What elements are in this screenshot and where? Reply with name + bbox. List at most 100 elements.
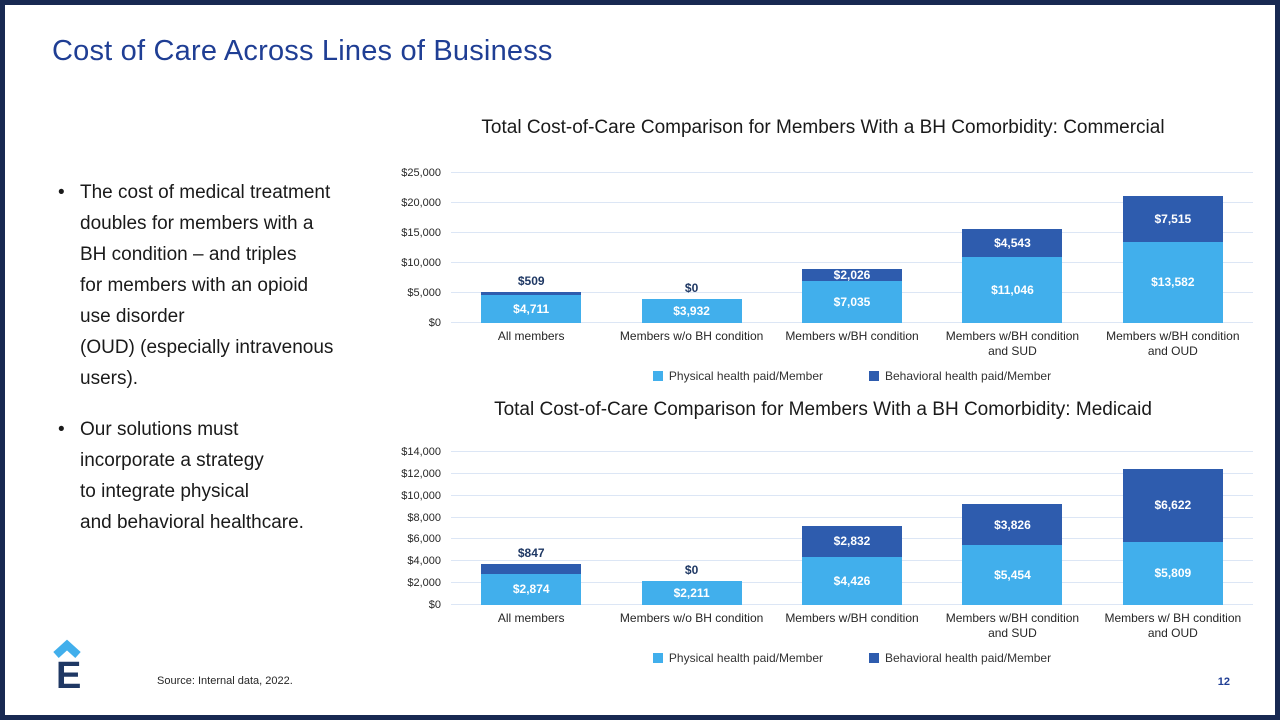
y-axis: $0 $2,000 $4,000 $6,000 $8,000 $10,000 $12,000… xyxy=(393,446,451,611)
x-axis-label: Members w/o BH condition xyxy=(619,329,764,343)
y-axis-tick-label: $10,000 xyxy=(401,489,441,502)
bar-slot: $509 $4,711 xyxy=(451,173,611,323)
bar-stack: $509 $4,711 xyxy=(481,274,582,323)
bar-slot: $7,515 $13,582 xyxy=(1093,173,1253,323)
bar-value-label: $4,711 xyxy=(513,301,550,316)
bar-value-label: $11,046 xyxy=(991,282,1034,297)
company-logo-icon: E xyxy=(53,639,81,691)
bar-slot: $2,832 $4,426 xyxy=(772,452,932,605)
gridline xyxy=(451,172,1253,173)
x-axis-label: All members xyxy=(497,611,565,625)
bar-slot: $2,026 $7,035 xyxy=(772,173,932,323)
bar-segment-physical: $4,426 xyxy=(802,556,903,605)
plot-area: $847 $2,874 $0 $2,211 $2,832 $4,426 $3,826 $5,4… xyxy=(451,451,1253,605)
x-axis-label: Members w/BH condition xyxy=(785,611,919,625)
bar-value-label: $509 xyxy=(517,273,545,288)
legend-swatch xyxy=(652,653,663,663)
bar-segment-physical: $2,874 xyxy=(481,573,582,605)
bar-segment-physical: $4,711 xyxy=(481,294,582,323)
chart-title: Total Cost-of-Care Comparison for Member… xyxy=(494,399,1152,420)
bar-segment-physical: $5,454 xyxy=(962,545,1063,605)
source-note: Source: Internal data, 2022. xyxy=(157,675,293,687)
gridline xyxy=(451,232,1253,233)
bar-stack: $0 $2,211 xyxy=(641,563,742,605)
legend-item: Behavioral health paid/Member xyxy=(868,651,1052,665)
bar-value-label: $847 xyxy=(517,546,545,561)
bar-value-label: $4,426 xyxy=(833,573,871,588)
bar-value-label: $5,454 xyxy=(994,568,1031,583)
bar-value-label: $2,026 xyxy=(833,267,871,282)
bar-value-label: $0 xyxy=(684,281,699,296)
gridline xyxy=(451,262,1253,263)
gridline xyxy=(451,472,1253,474)
y-axis-tick-label: $12,000 xyxy=(401,467,441,480)
chart-commercial: Total Cost-of-Care Comparison for Member… xyxy=(393,117,1253,383)
gridline xyxy=(451,202,1253,203)
bar-stack: $3,826 $5,454 xyxy=(962,503,1063,605)
bar-value-label: $2,874 xyxy=(512,582,550,597)
page-number: 12 xyxy=(1217,676,1230,688)
legend-swatch xyxy=(868,653,879,663)
bar-value-label: $0 xyxy=(684,562,699,577)
bar-segment-physical: $5,809 xyxy=(1122,541,1223,605)
x-axis: All members Members w/o BH condition Membe… xyxy=(451,329,1253,359)
bar-value-label: $13,582 xyxy=(1151,275,1195,290)
legend-item: Physical health paid/Member xyxy=(652,369,823,383)
plot-area: $509 $4,711 $0 $3,932 $2,026 $7,035 $4,543 $11,… xyxy=(451,172,1253,323)
bar-slot: $6,622 $5,809 xyxy=(1093,452,1253,605)
logo-letter: E xyxy=(56,655,81,691)
bar-segment-behavioral: $4,543 xyxy=(962,229,1063,257)
bars: $847 $2,874 $0 $2,211 $2,832 $4,426 $3,826 $5,4… xyxy=(451,452,1253,605)
x-axis-label: Members w/BH condition xyxy=(785,329,919,343)
y-axis-tick-label: $2,000 xyxy=(407,577,441,590)
chart-medicaid: Total Cost-of-Care Comparison for Member… xyxy=(393,399,1253,665)
legend-swatch xyxy=(652,371,663,381)
x-axis-label: All members xyxy=(497,329,565,343)
gridline xyxy=(451,494,1253,496)
page-title: Cost of Care Across Lines of Business xyxy=(52,35,553,67)
bar-slot: $0 $3,932 xyxy=(611,173,771,323)
bar-segment-behavioral: $7,515 xyxy=(1122,196,1223,242)
bar-segment-behavioral: $6,622 xyxy=(1122,469,1223,542)
legend-swatch xyxy=(868,371,879,381)
y-axis-tick-label: $15,000 xyxy=(401,227,441,239)
bar-stack: $2,026 $7,035 xyxy=(802,267,903,323)
gridline xyxy=(451,451,1253,452)
bar-segment-behavioral: $3,826 xyxy=(962,503,1063,546)
bars: $509 $4,711 $0 $3,932 $2,026 $7,035 $4,543 $11,… xyxy=(451,173,1253,323)
bar-segment-behavioral: $2,026 xyxy=(802,267,903,282)
y-axis-tick-label: $4,000 xyxy=(407,555,441,568)
bar-segment-behavioral: $2,832 xyxy=(802,525,903,557)
bar-segment-physical: $3,932 xyxy=(641,299,742,323)
gridline xyxy=(451,516,1253,518)
bullet-item: Our solutions must incorporate a strateg… xyxy=(52,414,382,538)
legend-label: Physical health paid/Member xyxy=(668,369,823,383)
y-axis-tick-label: $0 xyxy=(428,317,441,329)
bar-slot: $4,543 $11,046 xyxy=(932,173,1092,323)
bar-value-label: $7,515 xyxy=(1154,211,1192,226)
bar-value-label: $7,035 xyxy=(833,294,871,309)
x-axis-label: Members w/BH condition and OUD xyxy=(1106,329,1240,358)
bar-stack: $2,832 $4,426 xyxy=(802,525,903,605)
legend: Physical health paid/Member Behavioral he… xyxy=(451,651,1253,665)
bar-stack: $847 $2,874 xyxy=(481,546,582,605)
y-axis-tick-label: $14,000 xyxy=(401,446,441,458)
y-axis-tick-label: $10,000 xyxy=(401,257,441,269)
y-axis-tick-label: $5,000 xyxy=(407,287,441,299)
legend: Physical health paid/Member Behavioral he… xyxy=(451,369,1253,383)
y-axis-tick-label: $0 xyxy=(428,599,441,611)
legend-item: Behavioral health paid/Member xyxy=(868,369,1051,383)
y-axis-tick-label: $25,000 xyxy=(401,167,441,179)
x-axis-label: Members w/BH condition and SUD xyxy=(945,611,1080,640)
bar-value-label: $3,932 xyxy=(673,304,710,319)
bar-value-label: $2,211 xyxy=(673,585,710,600)
y-axis-tick-label: $8,000 xyxy=(407,511,441,524)
bar-slot: $0 $2,211 xyxy=(611,452,771,605)
bar-segment-behavioral xyxy=(481,564,582,574)
bar-stack: $6,622 $5,809 xyxy=(1122,469,1223,605)
bar-slot: $3,826 $5,454 xyxy=(932,452,1092,605)
bar-value-label: $2,832 xyxy=(833,534,871,549)
legend-label: Behavioral health paid/Member xyxy=(884,651,1052,665)
bar-value-label: $6,622 xyxy=(1154,498,1192,513)
chart-title: Total Cost-of-Care Comparison for Member… xyxy=(481,117,1165,138)
